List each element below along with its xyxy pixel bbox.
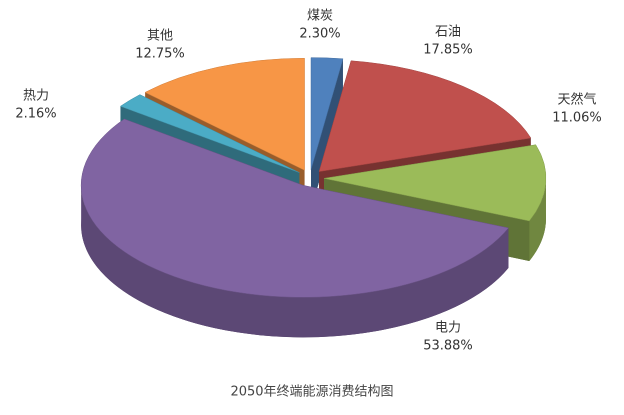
slice-label: 热力	[23, 89, 49, 104]
slice-label: 煤炭	[307, 9, 333, 24]
slice-wall	[311, 58, 343, 210]
slice-label: 其他	[147, 29, 173, 44]
chart-title: 2050年终端能源消费结构图	[230, 384, 393, 400]
slice-label: 天然气	[557, 92, 596, 108]
slice-value-label: 12.75%	[135, 47, 185, 62]
slice	[310, 57, 344, 170]
slice-label: 石油	[435, 25, 461, 40]
slice	[80, 118, 509, 298]
slice	[144, 58, 305, 171]
slice-value-label: 17.85%	[423, 43, 473, 58]
slice-label: 电力	[435, 321, 461, 336]
slice	[119, 94, 300, 173]
slice-value-label: 2.30%	[299, 27, 340, 42]
slice	[318, 60, 532, 172]
slice-value-label: 11.06%	[552, 111, 602, 126]
slice-rim	[529, 178, 546, 261]
slice-value-label: 2.16%	[15, 107, 56, 122]
slice-value-label: 53.88%	[423, 339, 473, 354]
slice	[323, 144, 547, 222]
slice-rim	[81, 185, 509, 338]
